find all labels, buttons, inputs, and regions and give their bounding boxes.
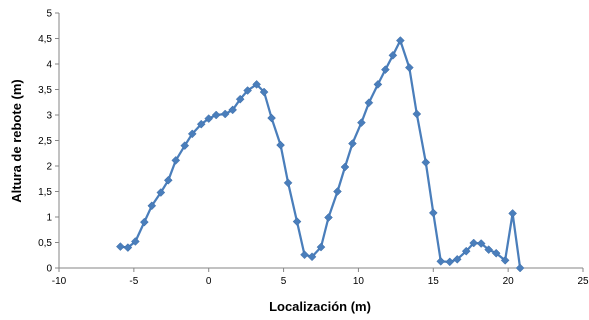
data-point xyxy=(476,239,486,248)
data-point xyxy=(267,113,276,123)
data-point xyxy=(436,257,446,266)
data-point xyxy=(187,129,197,139)
x-tick-label: 10 xyxy=(353,276,365,287)
data-point xyxy=(395,36,405,45)
data-point xyxy=(452,254,462,264)
data-point xyxy=(252,80,261,89)
data-point xyxy=(156,188,166,197)
data-point xyxy=(324,213,333,222)
x-tick-label: 15 xyxy=(428,276,440,287)
y-tick-label: 3,5 xyxy=(38,85,52,96)
x-tick-label: 5 xyxy=(281,276,287,287)
y-tick-label: 1 xyxy=(46,213,52,224)
data-point xyxy=(180,141,190,150)
data-point xyxy=(484,245,494,254)
series-layer xyxy=(116,36,525,273)
y-tick-label: 3 xyxy=(46,111,52,122)
data-point xyxy=(491,248,501,258)
data-point xyxy=(469,238,479,248)
data-point xyxy=(139,217,149,227)
data-point xyxy=(357,118,366,128)
data-point xyxy=(228,105,238,115)
data-point xyxy=(163,175,173,185)
data-point xyxy=(235,94,245,104)
data-point xyxy=(276,140,285,150)
data-point xyxy=(283,178,293,188)
data-point xyxy=(211,110,221,120)
y-tick-label: 2,5 xyxy=(38,136,52,147)
data-point xyxy=(316,242,326,252)
data-point xyxy=(131,237,140,246)
data-point xyxy=(307,252,317,262)
data-point xyxy=(461,246,471,256)
data-point xyxy=(196,119,206,129)
data-point xyxy=(300,250,309,260)
data-point xyxy=(348,139,357,148)
x-axis-ticks: -10 -5 0 5 10 15 20 25 xyxy=(52,268,589,287)
data-point xyxy=(243,86,252,95)
y-tick-label: 0,5 xyxy=(38,238,52,249)
data-point xyxy=(364,98,374,108)
data-point xyxy=(428,208,438,218)
y-tick-label: 5 xyxy=(46,9,52,20)
x-tick-label: 25 xyxy=(577,276,589,287)
data-point xyxy=(388,50,398,60)
data-point xyxy=(515,263,525,273)
data-point xyxy=(292,217,302,226)
data-point xyxy=(381,65,390,74)
data-point xyxy=(171,156,181,165)
data-point xyxy=(500,255,510,265)
x-tick-label: -10 xyxy=(52,276,67,287)
x-axis-title: Localización (m) xyxy=(269,299,371,314)
data-point xyxy=(508,209,517,218)
data-point xyxy=(204,114,214,123)
data-point xyxy=(340,162,350,172)
y-axis-title: Altura de rebote (m) xyxy=(9,79,24,203)
data-point xyxy=(404,63,414,72)
data-point xyxy=(259,87,269,97)
x-tick-label: 0 xyxy=(206,276,212,287)
x-tick-label: 20 xyxy=(503,276,515,287)
data-point xyxy=(147,201,157,211)
y-tick-label: 4 xyxy=(46,60,52,71)
data-point xyxy=(421,158,431,167)
y-tick-label: 2 xyxy=(46,162,52,173)
data-point xyxy=(220,109,230,119)
data-point xyxy=(445,257,455,267)
data-point xyxy=(373,80,383,89)
data-point xyxy=(116,242,125,251)
data-point xyxy=(333,187,342,196)
y-tick-label: 0 xyxy=(46,264,52,275)
y-axis-ticks: 0 0,5 1 1,5 2 2,5 3 3,5 4 4,5 5 xyxy=(38,9,59,275)
data-point xyxy=(412,109,422,119)
x-tick-label: -5 xyxy=(129,276,138,287)
y-tick-label: 1,5 xyxy=(38,187,52,198)
y-tick-label: 4,5 xyxy=(38,34,52,45)
data-point xyxy=(123,243,133,252)
